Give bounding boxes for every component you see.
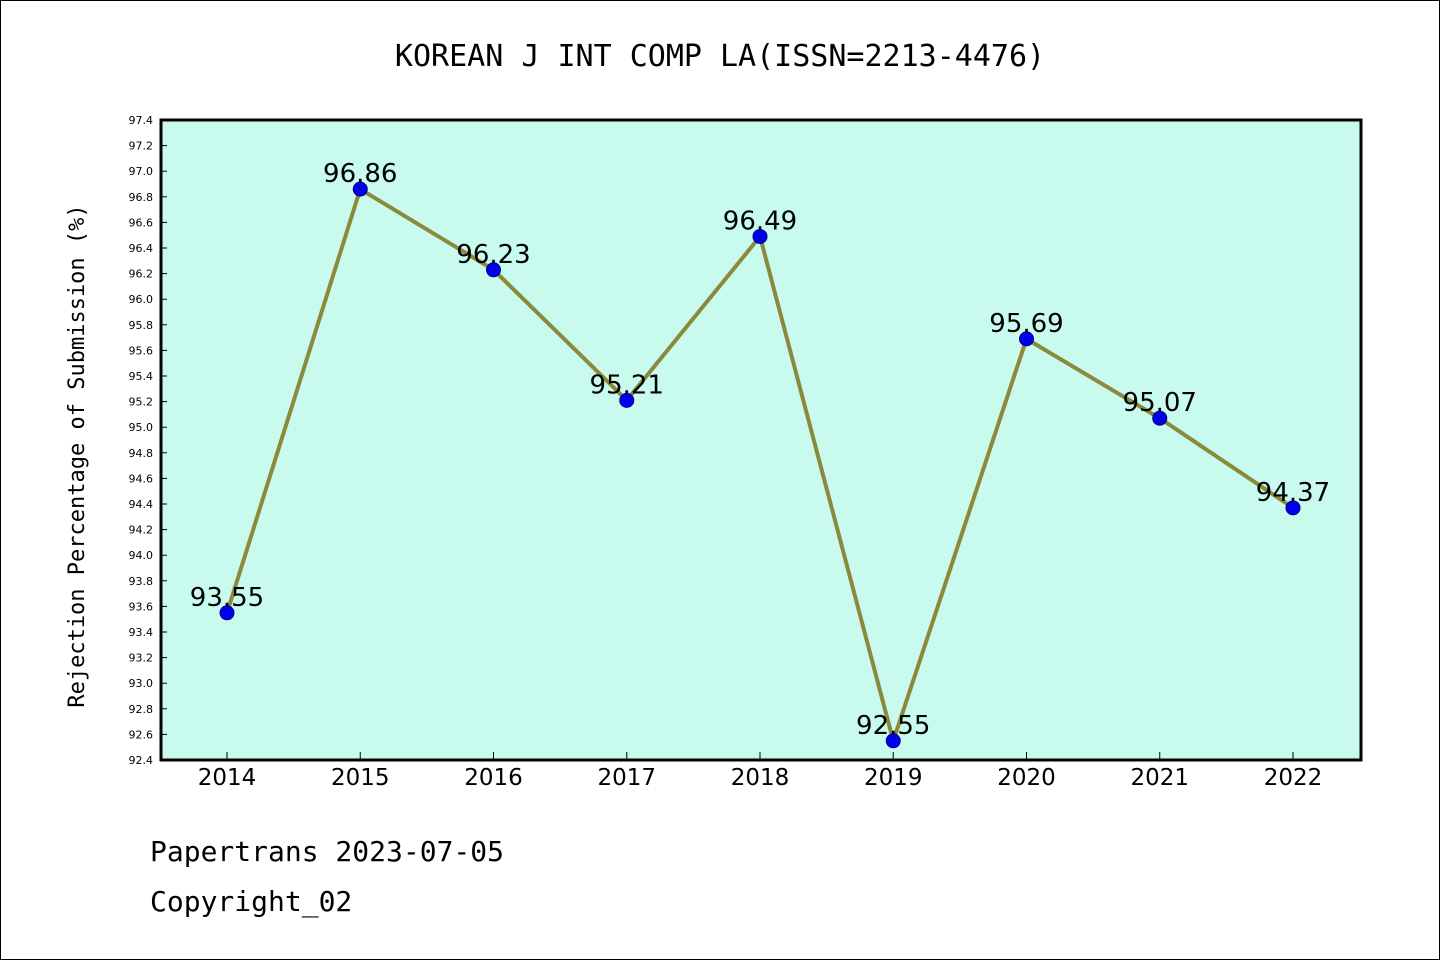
y-tick-label: 94.4 — [129, 498, 154, 511]
y-tick-label: 95.4 — [129, 370, 154, 383]
y-tick-label: 95.2 — [129, 396, 154, 409]
data-label: 96.86 — [323, 159, 397, 189]
y-tick-label: 96.2 — [129, 268, 154, 281]
x-tick-label: 2022 — [1264, 765, 1323, 791]
y-tick-label: 92.8 — [129, 703, 154, 716]
x-axis-ticks: 2014 2015 2016 2017 2018 2019 2020 2021 2022 — [198, 752, 1323, 791]
data-label: 96.23 — [456, 240, 530, 270]
data-label: 93.55 — [190, 583, 264, 613]
data-point — [619, 392, 635, 408]
x-tick-label: 2014 — [198, 765, 257, 791]
y-tick-label: 96.0 — [129, 293, 154, 306]
y-tick-label: 93.4 — [129, 626, 154, 639]
data-point — [1152, 410, 1168, 426]
x-tick-label: 2017 — [597, 765, 656, 791]
data-label: 95.07 — [1123, 388, 1197, 418]
y-tick-label: 96.4 — [129, 242, 154, 255]
y-tick-label: 96.6 — [129, 216, 154, 229]
y-tick-label: 94.8 — [129, 447, 154, 460]
y-axis-ticks: 92.4 92.6 92.8 93.0 93.2 93.4 93.6 93.8 94.0 94.2… — [129, 114, 167, 767]
y-tick-label: 93.2 — [129, 652, 154, 665]
data-label: 95.21 — [590, 370, 664, 400]
x-tick-label: 2016 — [464, 765, 523, 791]
y-tick-label: 97.0 — [129, 165, 154, 178]
x-tick-label: 2018 — [731, 765, 790, 791]
y-axis-label: Rejection Percentage of Submission (%) — [65, 204, 90, 707]
data-labels: 93.55 96.86 96.23 95.21 96.49 92.55 95.69 95.07… — [190, 159, 1330, 741]
footer-copyright-line: Copyright_02 — [150, 885, 353, 918]
data-label: 92.55 — [856, 711, 930, 741]
y-tick-label: 96.8 — [129, 191, 154, 204]
y-tick-label: 94.2 — [129, 524, 154, 537]
footer-date-line: Papertrans 2023-07-05 — [150, 835, 505, 868]
data-point — [1285, 500, 1301, 516]
data-point — [885, 733, 901, 749]
data-point — [352, 181, 368, 197]
x-tick-label: 2020 — [997, 765, 1056, 791]
y-tick-label: 93.6 — [129, 600, 154, 613]
data-point — [1019, 331, 1034, 347]
x-tick-label: 2015 — [331, 765, 390, 791]
y-tick-label: 95.0 — [129, 421, 154, 434]
data-point — [219, 605, 235, 621]
data-point — [752, 228, 768, 244]
x-tick-label: 2019 — [864, 765, 923, 791]
y-tick-label: 95.8 — [129, 319, 154, 332]
y-tick-label: 94.0 — [129, 549, 154, 562]
data-markers — [219, 181, 1301, 749]
plot-area — [159, 118, 1363, 762]
data-label: 95.69 — [989, 309, 1063, 339]
y-tick-label: 97.4 — [129, 114, 154, 127]
chart-title: KOREAN J INT COMP LA(ISSN=2213-4476) — [395, 39, 1045, 74]
y-tick-label: 95.6 — [129, 344, 154, 357]
data-point — [486, 262, 501, 278]
y-tick-label: 94.6 — [129, 472, 154, 485]
y-tick-label: 92.6 — [129, 728, 154, 741]
x-tick-label: 2021 — [1130, 765, 1189, 791]
y-tick-label: 97.2 — [129, 140, 154, 153]
y-tick-label: 92.4 — [129, 754, 154, 767]
data-label: 96.49 — [723, 206, 797, 236]
data-label: 94.37 — [1256, 478, 1330, 508]
y-tick-label: 93.8 — [129, 575, 154, 588]
y-tick-label: 93.0 — [129, 677, 154, 690]
